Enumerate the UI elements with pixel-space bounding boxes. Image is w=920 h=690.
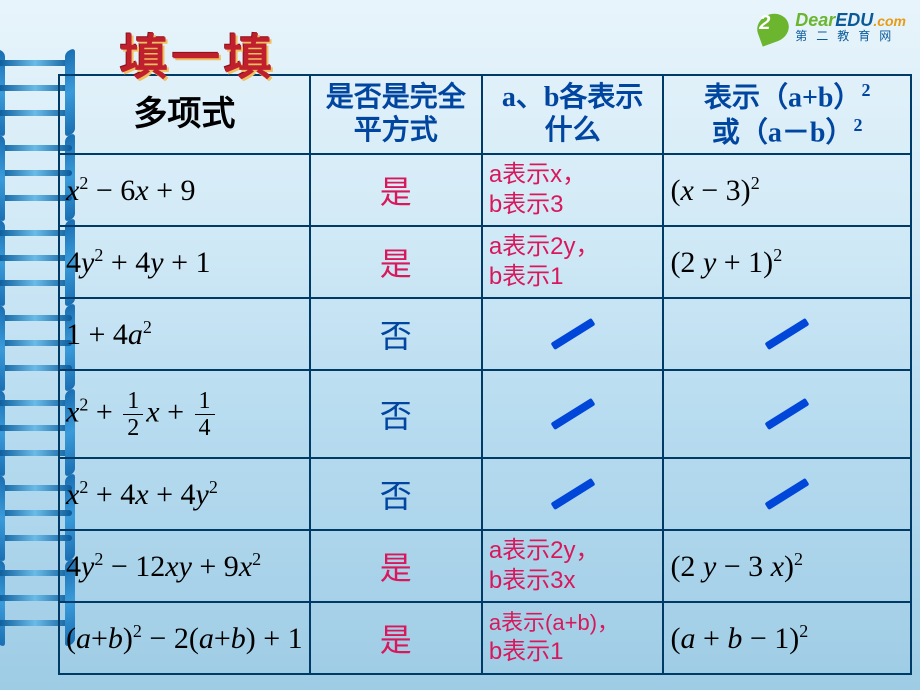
ab-cell: a表示2y，b表示1 bbox=[482, 226, 664, 298]
logo-cn: 第 二 教 育 网 bbox=[795, 30, 906, 42]
perfect-square-cell: 否 bbox=[310, 458, 482, 530]
header-perfect-square: 是否是完全平方式 bbox=[310, 75, 482, 154]
ab-cell: a表示2y，b表示3x bbox=[482, 530, 664, 602]
slash-icon bbox=[545, 394, 601, 426]
slash-icon bbox=[759, 314, 815, 346]
header-expression: 表示（a+b）2 或（a－b）2 bbox=[663, 75, 911, 154]
perfect-square-cell: 是 bbox=[310, 226, 482, 298]
ab-line1: a表示(a+b)， bbox=[489, 609, 657, 637]
ab-cell bbox=[482, 298, 664, 370]
expression-cell bbox=[663, 458, 911, 530]
poly-cell: x2 + 12x + 14 bbox=[59, 370, 310, 458]
ab-line1: a表示x， bbox=[489, 160, 657, 190]
expression-cell: (2 y − 3 x)2 bbox=[663, 530, 911, 602]
expression-cell: (a + b − 1)2 bbox=[663, 602, 911, 674]
logo-mark-icon bbox=[757, 8, 793, 44]
expression-cell bbox=[663, 370, 911, 458]
logo-text-1: Dear bbox=[795, 10, 835, 30]
poly-cell: x2 − 6x + 9 bbox=[59, 154, 310, 226]
ab-line2: b表示3 bbox=[489, 190, 657, 220]
poly-cell: x2 + 4x + 4y2 bbox=[59, 458, 310, 530]
ab-cell bbox=[482, 458, 664, 530]
header-sup-1: 2 bbox=[861, 80, 870, 100]
table-row: 1 + 4a2否 bbox=[59, 298, 911, 370]
expression-cell bbox=[663, 298, 911, 370]
perfect-square-cell: 是 bbox=[310, 602, 482, 674]
polynomial-table: 多项式 是否是完全平方式 a、b各表示什么 表示（a+b）2 或（a－b）2 x… bbox=[58, 74, 912, 675]
perfect-square-cell: 是 bbox=[310, 154, 482, 226]
table-row: x2 + 4x + 4y2否 bbox=[59, 458, 911, 530]
slash-icon bbox=[545, 474, 601, 506]
ab-line2: b表示1 bbox=[489, 262, 657, 292]
slash-icon bbox=[759, 474, 815, 506]
table-row: 4y2 + 4y + 1是a表示2y，b表示1(2 y + 1)2 bbox=[59, 226, 911, 298]
ab-cell: a表示(a+b)，b表示1 bbox=[482, 602, 664, 674]
expression-cell: (2 y + 1)2 bbox=[663, 226, 911, 298]
perfect-square-cell: 否 bbox=[310, 370, 482, 458]
ab-cell bbox=[482, 370, 664, 458]
header-ab-meaning: a、b各表示什么 bbox=[482, 75, 664, 154]
perfect-square-cell: 否 bbox=[310, 298, 482, 370]
slash-icon bbox=[759, 394, 815, 426]
ab-line2: b表示1 bbox=[489, 637, 657, 667]
expression-cell: (x − 3)2 bbox=[663, 154, 911, 226]
logo-text-3: .com bbox=[873, 13, 906, 29]
brand-logo: DearEDU.com 第 二 教 育 网 bbox=[757, 8, 906, 44]
header-expr-line2: 或（a－b） bbox=[712, 117, 854, 148]
logo-text-2: EDU bbox=[835, 10, 873, 30]
ab-cell: a表示x，b表示3 bbox=[482, 154, 664, 226]
poly-cell: 4y2 − 12xy + 9x2 bbox=[59, 530, 310, 602]
table-row: x2 − 6x + 9是a表示x，b表示3(x − 3)2 bbox=[59, 154, 911, 226]
slash-icon bbox=[545, 314, 601, 346]
header-expr-line1: 表示（a+b） bbox=[704, 82, 862, 113]
poly-cell: 4y2 + 4y + 1 bbox=[59, 226, 310, 298]
table-row: 4y2 − 12xy + 9x2是a表示2y，b表示3x(2 y − 3 x)2 bbox=[59, 530, 911, 602]
perfect-square-cell: 是 bbox=[310, 530, 482, 602]
table-row: (a+b)2 − 2(a+b) + 1是a表示(a+b)，b表示1(a + b … bbox=[59, 602, 911, 674]
poly-cell: 1 + 4a2 bbox=[59, 298, 310, 370]
header-sup-2: 2 bbox=[854, 115, 863, 135]
ab-line2: b表示3x bbox=[489, 566, 657, 596]
table-row: x2 + 12x + 14否 bbox=[59, 370, 911, 458]
ab-line1: a表示2y， bbox=[489, 536, 657, 566]
slide-title: 填一填 bbox=[120, 18, 276, 88]
poly-cell: (a+b)2 − 2(a+b) + 1 bbox=[59, 602, 310, 674]
ab-line1: a表示2y， bbox=[489, 232, 657, 262]
